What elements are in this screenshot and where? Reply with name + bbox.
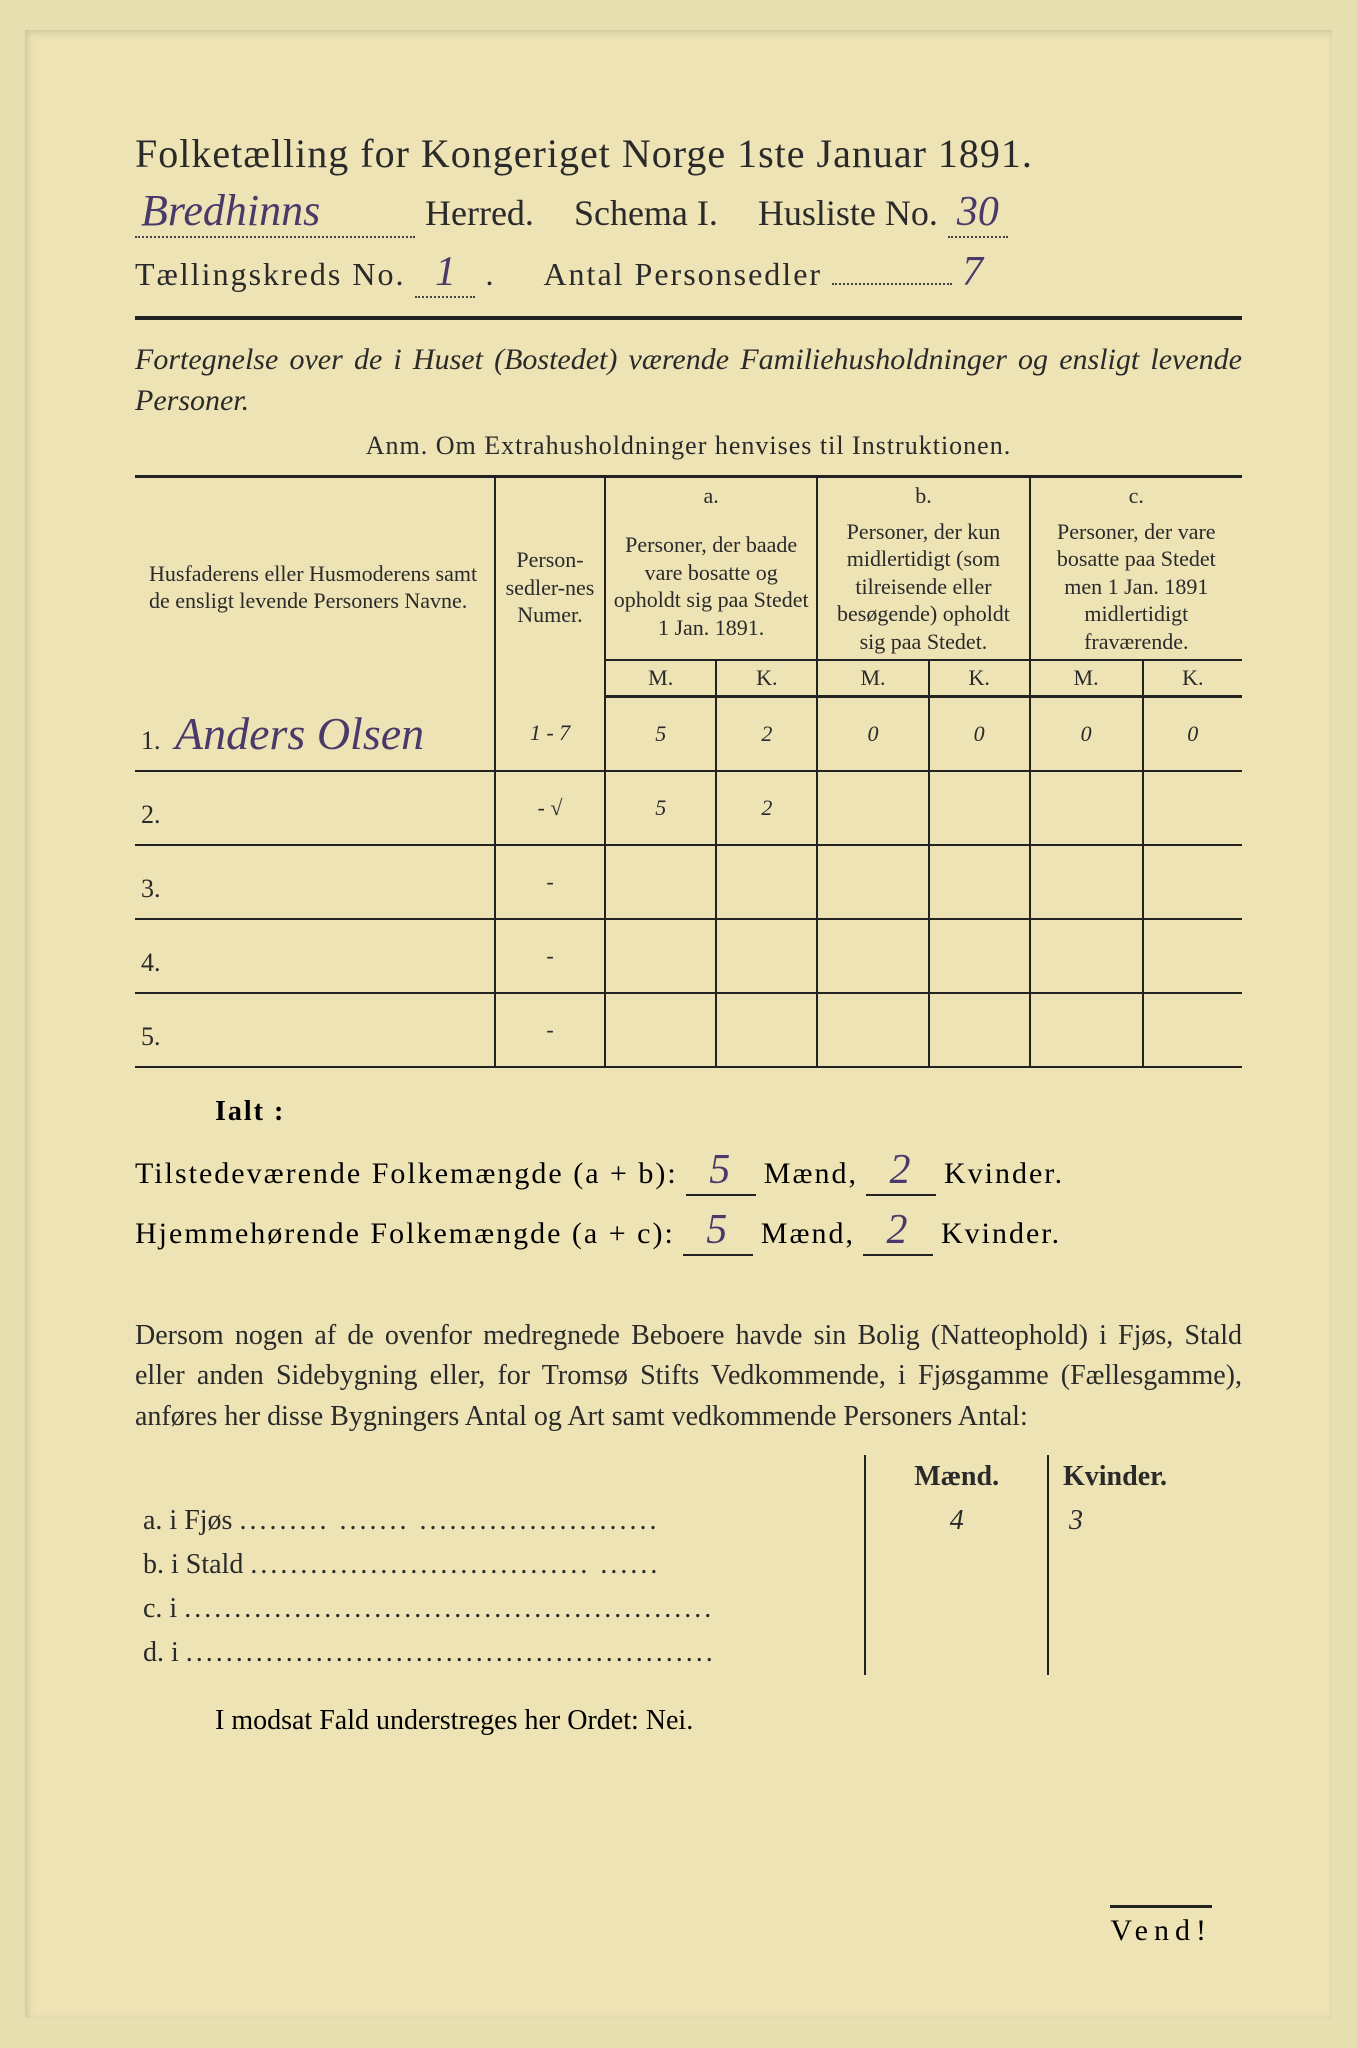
bygn-kvinder-header: Kvinder. [1048, 1455, 1242, 1499]
building-table: Mænd. Kvinder. a. i Fjøs ......... .....… [135, 1455, 1242, 1675]
header-line-2: Tællingskreds No. 1 . Antal Personsedler… [135, 248, 1242, 298]
household-table: Husfaderens eller Husmoderens samt de en… [135, 475, 1242, 1068]
herred-label: Herred. [425, 192, 534, 234]
col-a-k: K. [716, 660, 817, 697]
header-line-1: Bredhinns Herred. Schema I. Husliste No.… [135, 185, 1242, 238]
resident-label: Hjemmehørende Folkemængde (a + c): [135, 1217, 675, 1251]
col-sedler-header: Person-sedler-nes Numer. [495, 477, 605, 697]
present-label: Tilstedeværende Folkemængde (a + b): [135, 1157, 678, 1191]
bygn-maend-header: Mænd. [865, 1455, 1048, 1499]
col-c-k: K. [1143, 660, 1242, 697]
resident-k: 2 [863, 1206, 933, 1256]
page-frame: Folketælling for Kongeriget Norge 1ste J… [0, 0, 1357, 2048]
kvinder-label-2: Kvinder. [941, 1217, 1061, 1251]
herred-handwritten: Bredhinns [135, 185, 415, 238]
table-row: 5.- [135, 993, 1242, 1067]
husliste-label: Husliste No. [758, 192, 938, 234]
total-present: Tilstedeværende Folkemængde (a + b): 5 M… [135, 1146, 1242, 1196]
table-row: 3.- [135, 845, 1242, 919]
building-row: b. i Stald .............................… [135, 1543, 1242, 1587]
col-b-text: Personer, der kun midlertidigt (som tilr… [817, 514, 1029, 661]
kvinder-label: Kvinder. [944, 1157, 1064, 1191]
schema-label: Schema I. [574, 192, 718, 234]
table-row: 1.Anders Olsen1 - 7520000 [135, 697, 1242, 771]
maend-label: Mænd, [764, 1157, 858, 1191]
document-paper: Folketælling for Kongeriget Norge 1ste J… [25, 30, 1332, 2018]
table-row: 4.- [135, 919, 1242, 993]
col-b-k: K. [929, 660, 1030, 697]
total-resident: Hjemmehørende Folkemængde (a + c): 5 Mæn… [135, 1206, 1242, 1256]
divider [135, 316, 1242, 320]
col-b-m: M. [817, 660, 928, 697]
col-a-m: M. [605, 660, 716, 697]
present-m: 5 [686, 1146, 756, 1196]
antal-value: 7 [962, 248, 983, 296]
building-row: d. i ...................................… [135, 1631, 1242, 1675]
ialt-label: Ialt : [215, 1096, 1242, 1128]
nei-line: I modsat Fald understreges her Ordet: Ne… [215, 1705, 1242, 1737]
husliste-no: 30 [948, 188, 1008, 238]
col-names-header: Husfaderens eller Husmoderens samt de en… [135, 477, 495, 697]
col-a-text: Personer, der baade vare bosatte og opho… [605, 514, 817, 661]
vend-label: Vend! [1110, 1905, 1212, 1948]
kreds-no: 1 [415, 248, 475, 298]
building-paragraph: Dersom nogen af de ovenfor medregnede Be… [135, 1316, 1242, 1438]
col-c-label: c. [1030, 477, 1242, 514]
maend-label-2: Mænd, [761, 1217, 855, 1251]
resident-m: 5 [683, 1206, 753, 1256]
subtitle: Fortegnelse over de i Huset (Bostedet) v… [135, 340, 1242, 421]
building-row: c. i ...................................… [135, 1587, 1242, 1631]
col-a-label: a. [605, 477, 817, 514]
antal-label: Antal Personsedler [543, 256, 822, 293]
col-c-m: M. [1030, 660, 1143, 697]
main-title: Folketælling for Kongeriget Norge 1ste J… [135, 130, 1242, 177]
table-row: 2.- √52 [135, 771, 1242, 845]
col-b-label: b. [817, 477, 1029, 514]
building-row: a. i Fjøs ......... ....... ............… [135, 1499, 1242, 1543]
anm-note: Anm. Om Extrahusholdninger henvises til … [135, 431, 1242, 461]
kreds-label: Tællingskreds No. [135, 256, 405, 293]
present-k: 2 [866, 1146, 936, 1196]
col-c-text: Personer, der vare bosatte paa Stedet me… [1030, 514, 1242, 661]
